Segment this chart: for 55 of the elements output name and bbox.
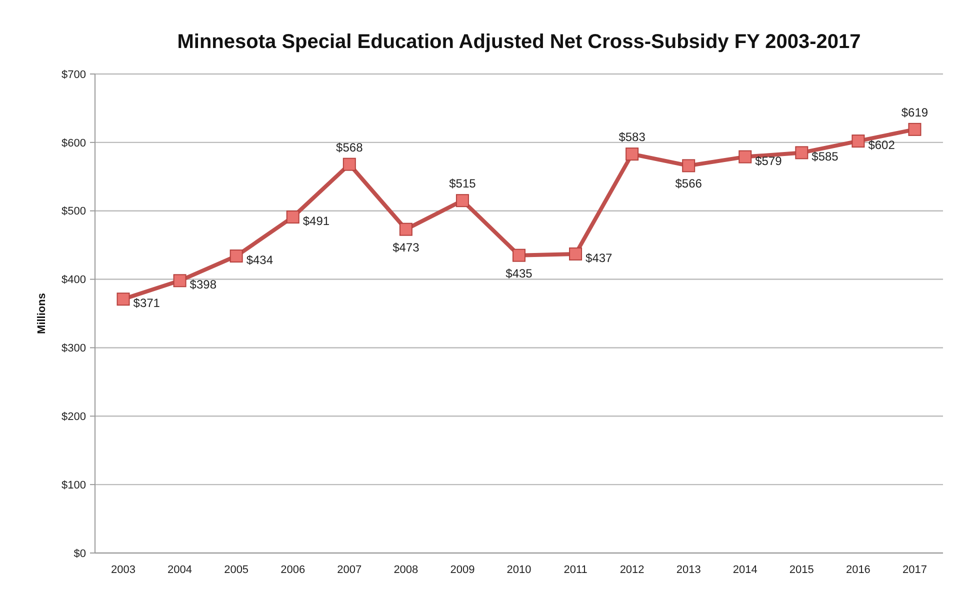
data-label: $371: [133, 296, 160, 310]
data-label: $568: [336, 140, 364, 154]
data-label: $434: [246, 253, 274, 268]
data-label: $435: [506, 266, 533, 280]
x-tick-label: 2015: [789, 564, 814, 576]
point: [230, 250, 243, 263]
data-label: $585: [812, 150, 839, 164]
point: [682, 159, 696, 172]
y-tick-label: $200: [62, 410, 86, 423]
data-label: $602: [868, 138, 896, 152]
data-label: $583: [618, 130, 646, 144]
point: [908, 122, 922, 136]
x-tick-label: 2016: [846, 564, 870, 576]
x-tick-label: 2003: [111, 564, 136, 576]
x-tick-label: 2011: [564, 564, 588, 576]
y-tick-label: $0: [74, 548, 86, 560]
point: [512, 248, 526, 262]
point: [173, 274, 186, 288]
point: [456, 194, 469, 208]
point: [342, 158, 356, 171]
y-tick-label: $600: [62, 137, 86, 150]
chart-title: Minnesota Special Education Adjusted Net Cross-Subsidy FY 2003-2017: [177, 31, 861, 53]
x-tick-label: 2007: [337, 564, 362, 576]
y-tick-label: $500: [62, 206, 86, 218]
x-tick-label: 2008: [394, 564, 418, 576]
data-label: $619: [901, 105, 928, 120]
point: [569, 247, 582, 260]
y-tick-label: $700: [62, 68, 86, 81]
y-tick-label: $100: [62, 479, 86, 492]
data-label: $491: [302, 214, 330, 228]
data-label: $515: [449, 176, 476, 191]
data-label: $566: [675, 176, 702, 191]
x-tick-label: 2014: [732, 564, 758, 576]
point: [795, 146, 808, 160]
y-axis-title: Millions: [36, 293, 48, 334]
point: [738, 150, 752, 164]
x-tick-label: 2009: [450, 564, 475, 576]
x-tick-label: 2010: [506, 564, 532, 576]
x-tick-label: 2017: [902, 564, 927, 576]
point: [116, 292, 130, 306]
y-tick-label: $400: [62, 274, 86, 286]
point: [626, 148, 639, 161]
x-tick-label: 2006: [280, 564, 306, 576]
data-label: $579: [755, 154, 782, 168]
point: [852, 134, 865, 148]
data-label: $398: [190, 278, 217, 292]
x-tick-label: 2005: [224, 564, 249, 576]
x-tick-label: 2012: [620, 564, 644, 576]
data-label: $473: [392, 240, 420, 254]
y-tick-label: $300: [62, 342, 86, 355]
x-tick-label: 2004: [168, 564, 192, 576]
point: [399, 222, 412, 236]
x-tick-label: 2013: [676, 564, 701, 576]
data-label: $437: [586, 250, 613, 265]
point: [286, 210, 300, 224]
